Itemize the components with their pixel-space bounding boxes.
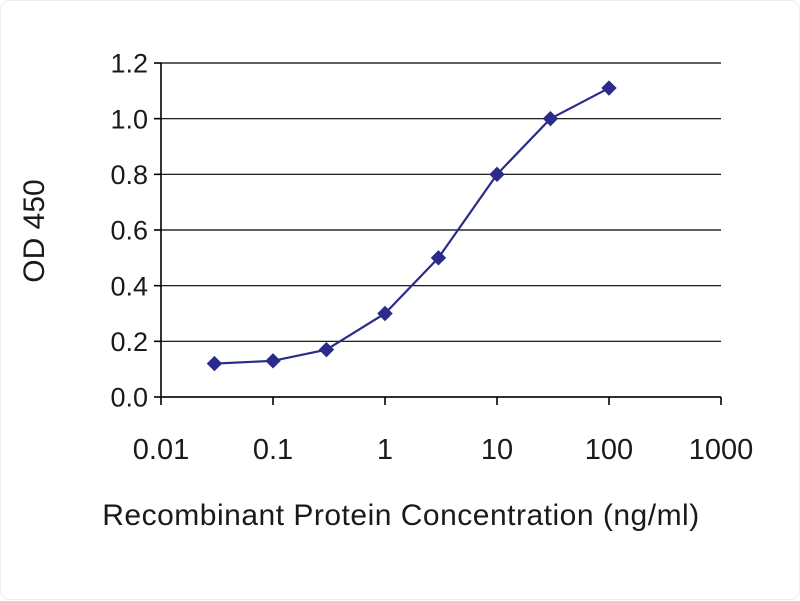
data-point-marker	[601, 80, 617, 96]
x-axis-title: Recombinant Protein Concentration (ng/ml…	[102, 499, 700, 532]
data-point-marker	[489, 166, 505, 183]
x-tick-label: 0.1	[253, 434, 293, 466]
y-tick-label: 0.4	[110, 271, 148, 301]
y-tick-label: 0.0	[110, 383, 148, 413]
series-line	[214, 87, 610, 365]
x-tick-label: 0.01	[133, 434, 189, 466]
x-tick-label: 1000	[689, 434, 754, 466]
y-tick-label: 0.8	[110, 160, 148, 190]
data-point-marker	[265, 353, 281, 369]
data-point-marker	[206, 355, 223, 372]
x-tick-label: 100	[585, 434, 633, 466]
y-axis-title: OD 450	[18, 179, 51, 283]
data-point-marker	[377, 305, 393, 322]
data-point-marker	[318, 341, 335, 358]
y-tick-label: 1.0	[110, 104, 148, 134]
y-tick-label: 1.2	[110, 49, 148, 79]
data-point-marker	[542, 110, 559, 127]
y-tick-label: 0.2	[110, 327, 148, 357]
x-tick-label: 10	[481, 434, 513, 466]
x-tick-label: 1	[377, 434, 393, 466]
y-tick-label: 0.6	[110, 216, 148, 246]
data-point-marker	[430, 250, 447, 266]
